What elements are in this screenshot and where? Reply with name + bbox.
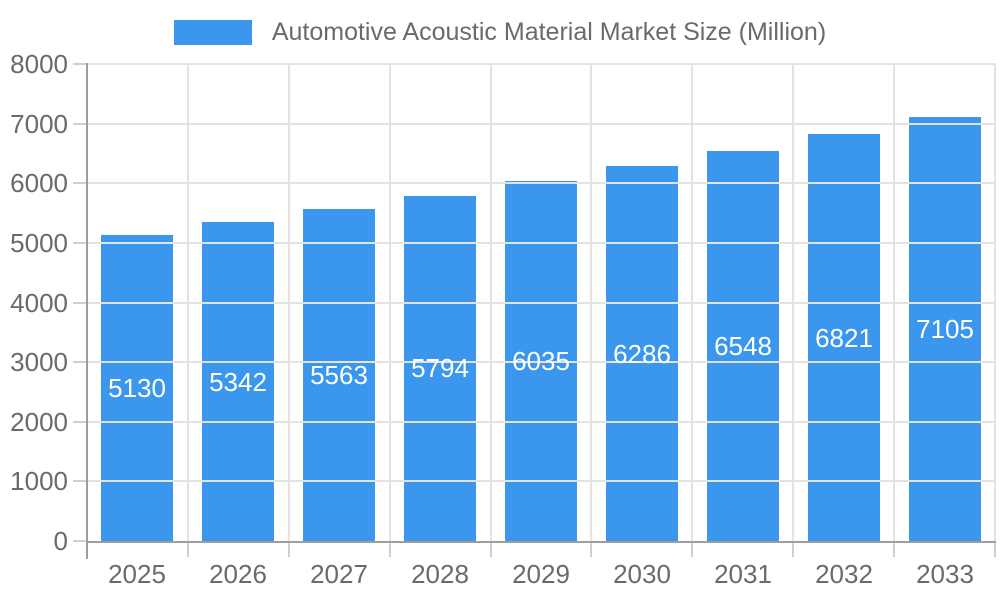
- legend-swatch[interactable]: [173, 20, 252, 45]
- x-axis-tick: [288, 543, 290, 557]
- grid-v-line: [893, 64, 895, 541]
- bar-value-label: 5794: [411, 353, 469, 383]
- x-axis-tick: [691, 543, 693, 557]
- grid-v-line: [187, 64, 189, 541]
- y-axis-tick: [73, 361, 87, 363]
- y-axis-tick: [73, 480, 87, 482]
- grid-h-line: [87, 361, 995, 363]
- grid-h-line: [87, 480, 995, 482]
- legend-label[interactable]: Automotive Acoustic Material Market Size…: [271, 18, 827, 46]
- grid-h-line: [87, 63, 995, 65]
- x-axis-tick: [389, 543, 391, 557]
- bar[interactable]: [909, 117, 981, 541]
- y-axis-tick: [73, 302, 87, 304]
- y-axis-label: 8000: [10, 49, 68, 79]
- bar-value-label: 6035: [512, 346, 570, 376]
- bar[interactable]: [202, 222, 274, 541]
- y-axis-tick: [73, 182, 87, 184]
- x-axis-tick: [893, 543, 895, 557]
- y-axis-label: 1000: [10, 466, 68, 496]
- x-axis-tick: [490, 543, 492, 557]
- grid-v-line: [490, 64, 492, 541]
- y-axis-label: 5000: [10, 228, 68, 258]
- x-axis-label: 2030: [613, 559, 671, 589]
- bar[interactable]: [303, 209, 375, 541]
- grid-h-line: [87, 242, 995, 244]
- y-axis-label: 2000: [10, 407, 68, 437]
- bar-value-label: 6286: [613, 339, 671, 369]
- y-axis-label: 4000: [10, 288, 68, 318]
- x-axis-label: 2029: [512, 559, 570, 589]
- y-axis-label: 7000: [10, 109, 68, 139]
- y-axis-label: 6000: [10, 168, 68, 198]
- x-axis-tick: [187, 543, 189, 557]
- y-axis-tick: [73, 421, 87, 423]
- grid-h-line: [87, 421, 995, 423]
- bar[interactable]: [808, 134, 880, 541]
- x-axis-label: 2033: [916, 559, 974, 589]
- grid-h-line: [87, 302, 995, 304]
- y-axis-tick: [73, 242, 87, 244]
- bar[interactable]: [101, 235, 173, 541]
- x-axis-label: 2025: [108, 559, 166, 589]
- bar-value-label: 6821: [815, 323, 873, 353]
- y-axis-tick: [73, 63, 87, 65]
- x-axis-line: [86, 541, 996, 543]
- bar[interactable]: [707, 151, 779, 541]
- x-axis-label: 2027: [310, 559, 368, 589]
- x-axis-tick: [792, 543, 794, 557]
- grid-h-line: [87, 182, 995, 184]
- bar-value-label: 5563: [310, 360, 368, 390]
- grid-v-line: [792, 64, 794, 541]
- y-axis-tick: [73, 540, 87, 542]
- y-axis-line: [86, 63, 88, 543]
- x-axis-label: 2026: [209, 559, 267, 589]
- y-axis-tick: [73, 123, 87, 125]
- x-axis-tick: [86, 543, 88, 559]
- x-axis-tick: [590, 543, 592, 557]
- grid-v-line: [288, 64, 290, 541]
- y-axis-label: 0: [53, 526, 68, 556]
- bar[interactable]: [606, 166, 678, 541]
- bar[interactable]: [404, 196, 476, 541]
- grid-v-line: [590, 64, 592, 541]
- bar-value-label: 6548: [714, 331, 772, 361]
- x-axis-label: 2032: [815, 559, 873, 589]
- grid-h-line: [87, 123, 995, 125]
- x-axis-label: 2031: [714, 559, 772, 589]
- bar-value-label: 7105: [916, 314, 974, 344]
- bar-value-label: 5130: [108, 373, 166, 403]
- x-axis-label: 2028: [411, 559, 469, 589]
- bar-value-label: 5342: [209, 367, 267, 397]
- grid-v-line: [994, 64, 996, 541]
- chart-legend: Automotive Acoustic Material Market Size…: [0, 20, 1000, 45]
- grid-v-line: [691, 64, 693, 541]
- x-axis-tick: [994, 543, 996, 557]
- grid-v-line: [389, 64, 391, 541]
- y-axis-label: 3000: [10, 347, 68, 377]
